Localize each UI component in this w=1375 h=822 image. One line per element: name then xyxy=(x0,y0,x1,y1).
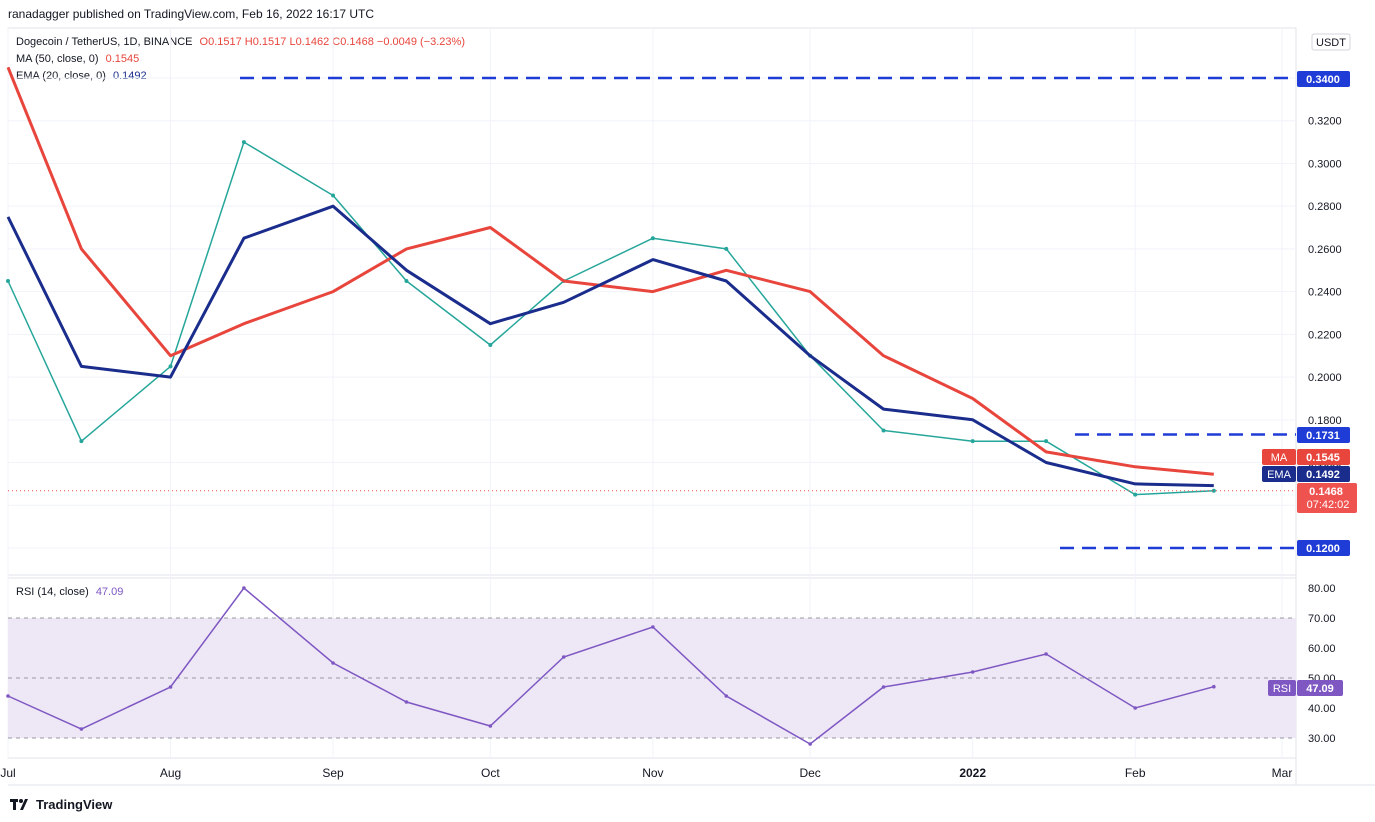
rsi-point xyxy=(242,586,246,590)
badge-resistance-mid-text: 0.1731 xyxy=(1306,430,1340,442)
rsi-point xyxy=(561,655,566,659)
rsi-tick-label: 70.00 xyxy=(1308,613,1336,625)
time-tick-label: Mar xyxy=(1272,766,1293,780)
rsi-label: RSI (14, close) xyxy=(16,586,89,598)
rsi-point xyxy=(970,670,975,674)
ema-value: 0.1492 xyxy=(112,70,147,82)
badge-last-price-value: 0.1468 xyxy=(1309,486,1343,498)
badge-support: 0.1200 xyxy=(1297,540,1350,556)
rsi-point xyxy=(488,724,493,728)
close-point xyxy=(650,236,655,241)
rsi-point xyxy=(808,742,812,746)
price-tick-label: 0.2600 xyxy=(1308,244,1342,256)
price-tick-label: 0.2000 xyxy=(1308,372,1342,384)
close-point xyxy=(724,246,729,251)
ema-legend: EMA (20, close, 0) 0.1492 xyxy=(16,70,147,82)
rsi-point xyxy=(1133,706,1138,710)
badge-ma-value: 0.1545 xyxy=(1306,452,1340,464)
close-point xyxy=(488,343,493,348)
footer[interactable]: TradingView xyxy=(10,797,112,812)
badge-resistance-high-text: 0.3400 xyxy=(1306,74,1340,86)
rsi-pane xyxy=(6,586,1296,746)
symbol-legend: Dogecoin / TetherUS, 1D, BINANCE O0.1517… xyxy=(16,36,465,48)
price-pane-frame xyxy=(7,27,1297,576)
badge-rsi: RSI 47.09 xyxy=(1268,680,1343,696)
close-point xyxy=(79,439,84,444)
tradingview-logo-icon xyxy=(10,798,28,810)
time-tick-label: Feb xyxy=(1125,766,1146,780)
time-tick-label: Nov xyxy=(642,766,663,780)
close-point xyxy=(168,364,173,369)
rsi-point xyxy=(168,685,173,689)
close-point xyxy=(6,278,10,283)
ma-line xyxy=(6,66,1214,476)
publisher-line: ranadagger published on TradingView.com,… xyxy=(8,7,375,21)
time-tick-label: 2022 xyxy=(959,766,986,780)
time-tick-label: Aug xyxy=(160,766,181,780)
badge-countdown: 07:42:02 xyxy=(1307,499,1350,511)
badge-rsi-value: 47.09 xyxy=(1306,683,1334,695)
price-tick-label: 0.1800 xyxy=(1308,415,1342,427)
ema-label: EMA (20, close, 0) xyxy=(16,70,106,82)
price-scale[interactable]: 0.3400 0.3200 0.3000 0.2800 0.2600 0.2400 0.22… xyxy=(1308,73,1342,555)
rsi-point xyxy=(881,685,886,689)
price-tick-label: 0.2200 xyxy=(1308,329,1342,341)
ma-legend: MA (50, close, 0) 0.1545 xyxy=(16,53,139,65)
badge-last-price: 0.1468 07:42:02 xyxy=(1297,483,1357,513)
price-tick-label: 0.3200 xyxy=(1308,116,1342,128)
currency-label: USDT xyxy=(1316,37,1346,49)
currency-box[interactable] xyxy=(1311,33,1351,51)
rsi-point xyxy=(331,661,335,665)
ma-label: MA (50, close, 0) xyxy=(16,53,99,65)
rsi-line xyxy=(7,586,1214,745)
rsi-point xyxy=(724,694,729,698)
price-series xyxy=(6,66,1296,497)
rsi-tick-label: 80.00 xyxy=(1308,583,1336,595)
badge-resistance-mid: 0.1731 xyxy=(1297,427,1350,443)
rsi-point xyxy=(651,625,655,629)
ema-line xyxy=(6,204,1214,488)
close-point xyxy=(970,439,975,444)
time-axis[interactable]: Jul Aug Sep Oct Nov Dec 2022 Feb Mar xyxy=(0,766,1292,780)
badge-support-text: 0.1200 xyxy=(1306,543,1340,555)
rsi-tick-label: 30.00 xyxy=(1308,733,1336,745)
time-tick-label: Jul xyxy=(0,766,15,780)
time-tick-label: Oct xyxy=(481,766,500,780)
rsi-tick-label: 60.00 xyxy=(1308,643,1336,655)
rsi-point xyxy=(1044,652,1048,656)
close-point xyxy=(241,140,246,145)
close-point xyxy=(404,278,409,283)
ma-value: 0.1545 xyxy=(105,53,140,65)
badge-ma-tag: MA xyxy=(1271,452,1288,464)
close-point xyxy=(1133,492,1138,497)
rsi-legend: RSI (14, close) 47.09 xyxy=(16,586,123,598)
badge-ema: EMA 0.1492 xyxy=(1262,466,1350,482)
price-tick-label: 0.2800 xyxy=(1308,201,1342,213)
close-point xyxy=(1044,439,1049,444)
close-point xyxy=(1211,488,1216,493)
rsi-tick-label: 40.00 xyxy=(1308,703,1336,715)
rsi-point xyxy=(79,727,84,731)
badge-resistance-high: 0.3400 xyxy=(1297,71,1350,87)
brand-name: TradingView xyxy=(36,797,113,812)
level-lines xyxy=(240,76,1296,550)
time-tick-label: Sep xyxy=(322,766,344,780)
rsi-point xyxy=(404,700,409,704)
badge-ema-value: 0.1492 xyxy=(1306,469,1340,481)
ohlc-values: O0.1517 H0.1517 L0.1462 C0.1468 −0.0049 … xyxy=(199,36,465,48)
price-tick-label: 0.3000 xyxy=(1308,158,1342,170)
rsi-point xyxy=(1212,684,1216,689)
rsi-value: 47.09 xyxy=(95,586,124,598)
close-point xyxy=(331,193,336,198)
time-tick-label: Dec xyxy=(799,766,820,780)
price-tick-label: 0.2400 xyxy=(1308,287,1342,299)
close-point xyxy=(881,428,886,433)
badge-ma: MA 0.1545 xyxy=(1262,449,1350,465)
rsi-point xyxy=(6,694,10,698)
badge-rsi-tag: RSI xyxy=(1273,683,1291,695)
badge-ema-tag: EMA xyxy=(1267,469,1292,481)
symbol-name: Dogecoin / TetherUS, 1D, BINANCE xyxy=(16,36,193,48)
